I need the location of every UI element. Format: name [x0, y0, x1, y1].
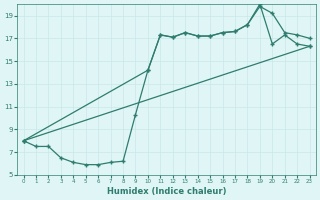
X-axis label: Humidex (Indice chaleur): Humidex (Indice chaleur) — [107, 187, 226, 196]
